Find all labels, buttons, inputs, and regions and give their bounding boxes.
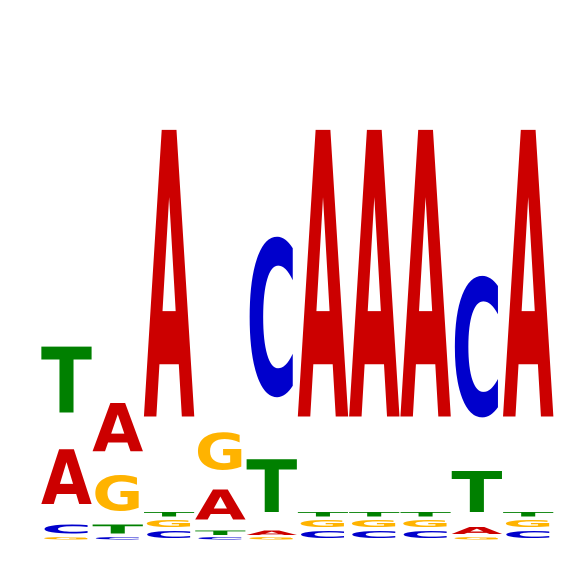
logo-letter-a-pos-5: A [246, 529, 297, 536]
logo-letter-g-pos-6: G [298, 518, 349, 529]
logo-letter-c-pos-7: C [349, 529, 400, 540]
logo-letter-t-pos-7: T [349, 511, 400, 518]
logo-letter-a-pos-1: A [41, 435, 92, 522]
logo-letter-c-pos-9: C [451, 242, 502, 459]
logo-letter-g-pos-5: G [246, 536, 297, 540]
logo-letter-a-pos-4: A [195, 482, 247, 529]
logo-letter-t-pos-3: T [144, 511, 195, 518]
logo-letter-t-pos-5: T [246, 446, 297, 529]
logo-letter-c-pos-2: C [92, 536, 143, 540]
logo-letter-c-pos-5: C [246, 198, 297, 445]
logo-letter-t-pos-8: T [400, 511, 451, 518]
logo-letter-t-pos-6: T [298, 511, 349, 518]
logo-letter-t-pos-2: T [92, 522, 144, 537]
logo-letter-g-pos-10: G [503, 518, 554, 529]
logo-letter-t-pos-4: T [195, 529, 246, 536]
logo-letter-a-pos-7: A [349, 52, 400, 509]
logo-letter-a-pos-2: A [92, 391, 143, 467]
logo-letter-g-pos-2: G [92, 467, 143, 521]
logo-letter-g-pos-3: G [144, 518, 195, 529]
logo-letter-g-pos-9: G [451, 536, 502, 540]
logo-letter-g-pos-7: G [349, 518, 400, 529]
logo-letter-c-pos-8: C [400, 529, 451, 540]
logo-letter-t-pos-10: T [503, 511, 554, 518]
logo-letter-c-pos-3: C [144, 529, 195, 540]
logo-letter-g-pos-8: G [400, 518, 451, 529]
logo-letter-c-pos-1: C [41, 522, 92, 536]
logo-letter-a-pos-6: A [298, 52, 349, 509]
logo-letter-g-pos-4: G [195, 424, 246, 482]
logo-letter-a-pos-10: A [503, 52, 554, 509]
logo-letter-t-pos-1: T [41, 328, 92, 434]
logo-letter-a-pos-8: A [400, 52, 451, 509]
logo-letter-a-pos-3: A [144, 52, 195, 509]
logo-letter-t-pos-9: T [451, 460, 502, 525]
logo-letter-c-pos-4: C [195, 536, 246, 540]
logo-letter-c-pos-10: C [503, 529, 554, 540]
logo-letter-g-pos-1: G [41, 536, 92, 540]
logo-letter-c-pos-6: C [298, 529, 349, 540]
logo-letter-a-pos-9: A [451, 526, 503, 537]
